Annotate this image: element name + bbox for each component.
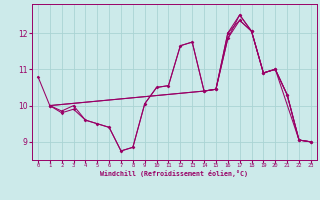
X-axis label: Windchill (Refroidissement éolien,°C): Windchill (Refroidissement éolien,°C) bbox=[100, 170, 248, 177]
